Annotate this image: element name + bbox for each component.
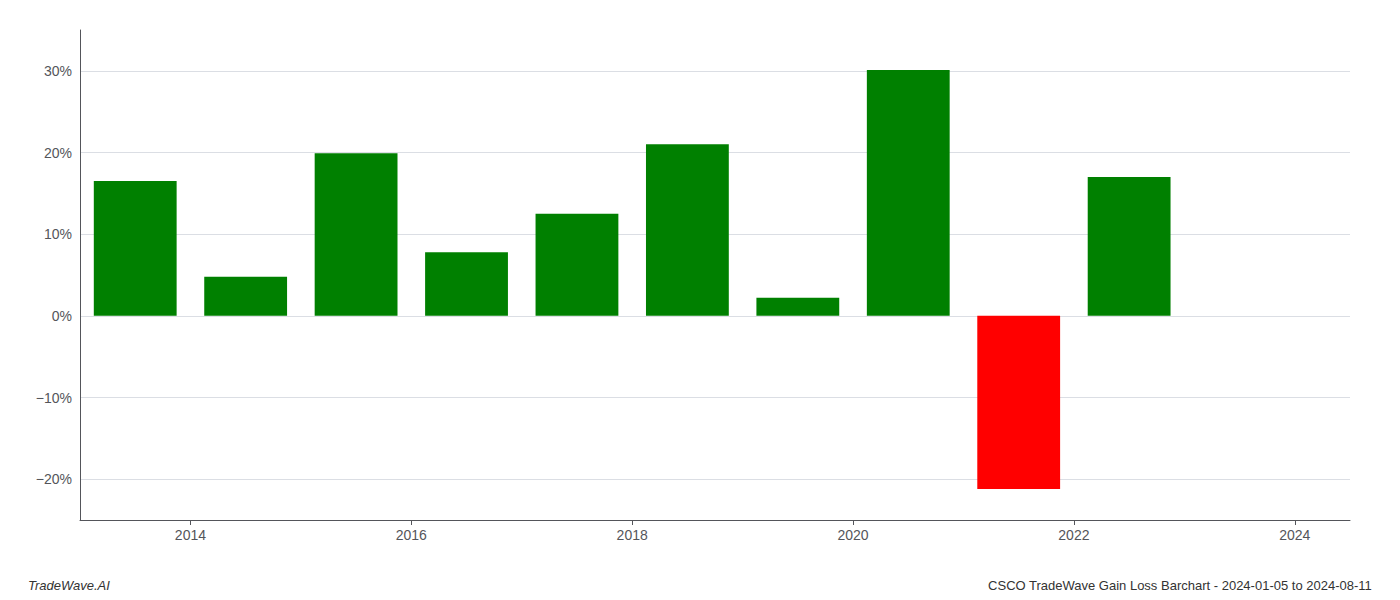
- svg-text:2024: 2024: [1279, 527, 1310, 543]
- svg-text:20%: 20%: [44, 145, 72, 161]
- svg-text:CSCO TradeWave Gain Loss Barch: CSCO TradeWave Gain Loss Barchart - 2024…: [988, 578, 1372, 593]
- svg-text:10%: 10%: [44, 226, 72, 242]
- svg-text:−10%: −10%: [36, 390, 72, 406]
- svg-text:2020: 2020: [837, 527, 868, 543]
- svg-text:30%: 30%: [44, 63, 72, 79]
- svg-text:2018: 2018: [617, 527, 648, 543]
- svg-text:−20%: −20%: [36, 471, 72, 487]
- svg-text:2022: 2022: [1058, 527, 1089, 543]
- svg-text:2014: 2014: [175, 527, 206, 543]
- svg-text:2016: 2016: [396, 527, 427, 543]
- svg-text:TradeWave.AI: TradeWave.AI: [28, 578, 110, 593]
- svg-text:0%: 0%: [52, 308, 72, 324]
